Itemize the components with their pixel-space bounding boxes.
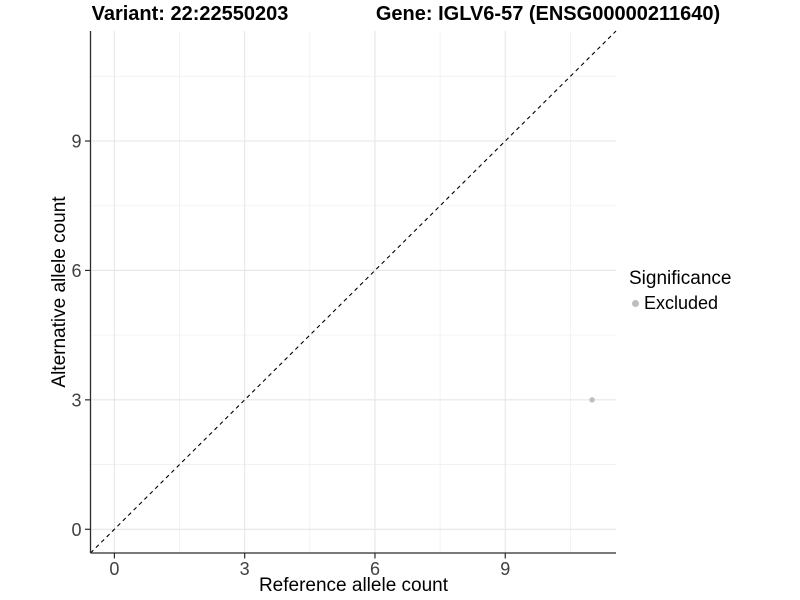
x-tick-label: 6 (370, 559, 380, 579)
x-tick-label: 9 (500, 559, 510, 579)
x-axis-title: Reference allele count (258, 575, 449, 596)
x-tick-label: 3 (240, 559, 250, 579)
y-tick-label: 6 (71, 261, 81, 281)
legend-item-label: Excluded (644, 293, 719, 313)
legend: Significance Excluded (629, 268, 731, 314)
plot-title-gene: Gene: IGLV6-57 (ENSG00000211640) (375, 3, 721, 25)
legend-key-dot-icon (632, 300, 639, 307)
y-tick-label: 0 (71, 520, 81, 540)
data-point (589, 397, 595, 403)
identity-dashed-line (90, 30, 617, 554)
y-tick-label: 3 (71, 390, 81, 410)
x-tick-label: 0 (109, 559, 119, 579)
legend-title: Significance (629, 268, 732, 289)
legend-item-excluded: Excluded (629, 293, 731, 314)
plot-title-variant: Variant: 22:22550203 (91, 3, 289, 25)
y-tick-label: 9 (71, 132, 81, 152)
